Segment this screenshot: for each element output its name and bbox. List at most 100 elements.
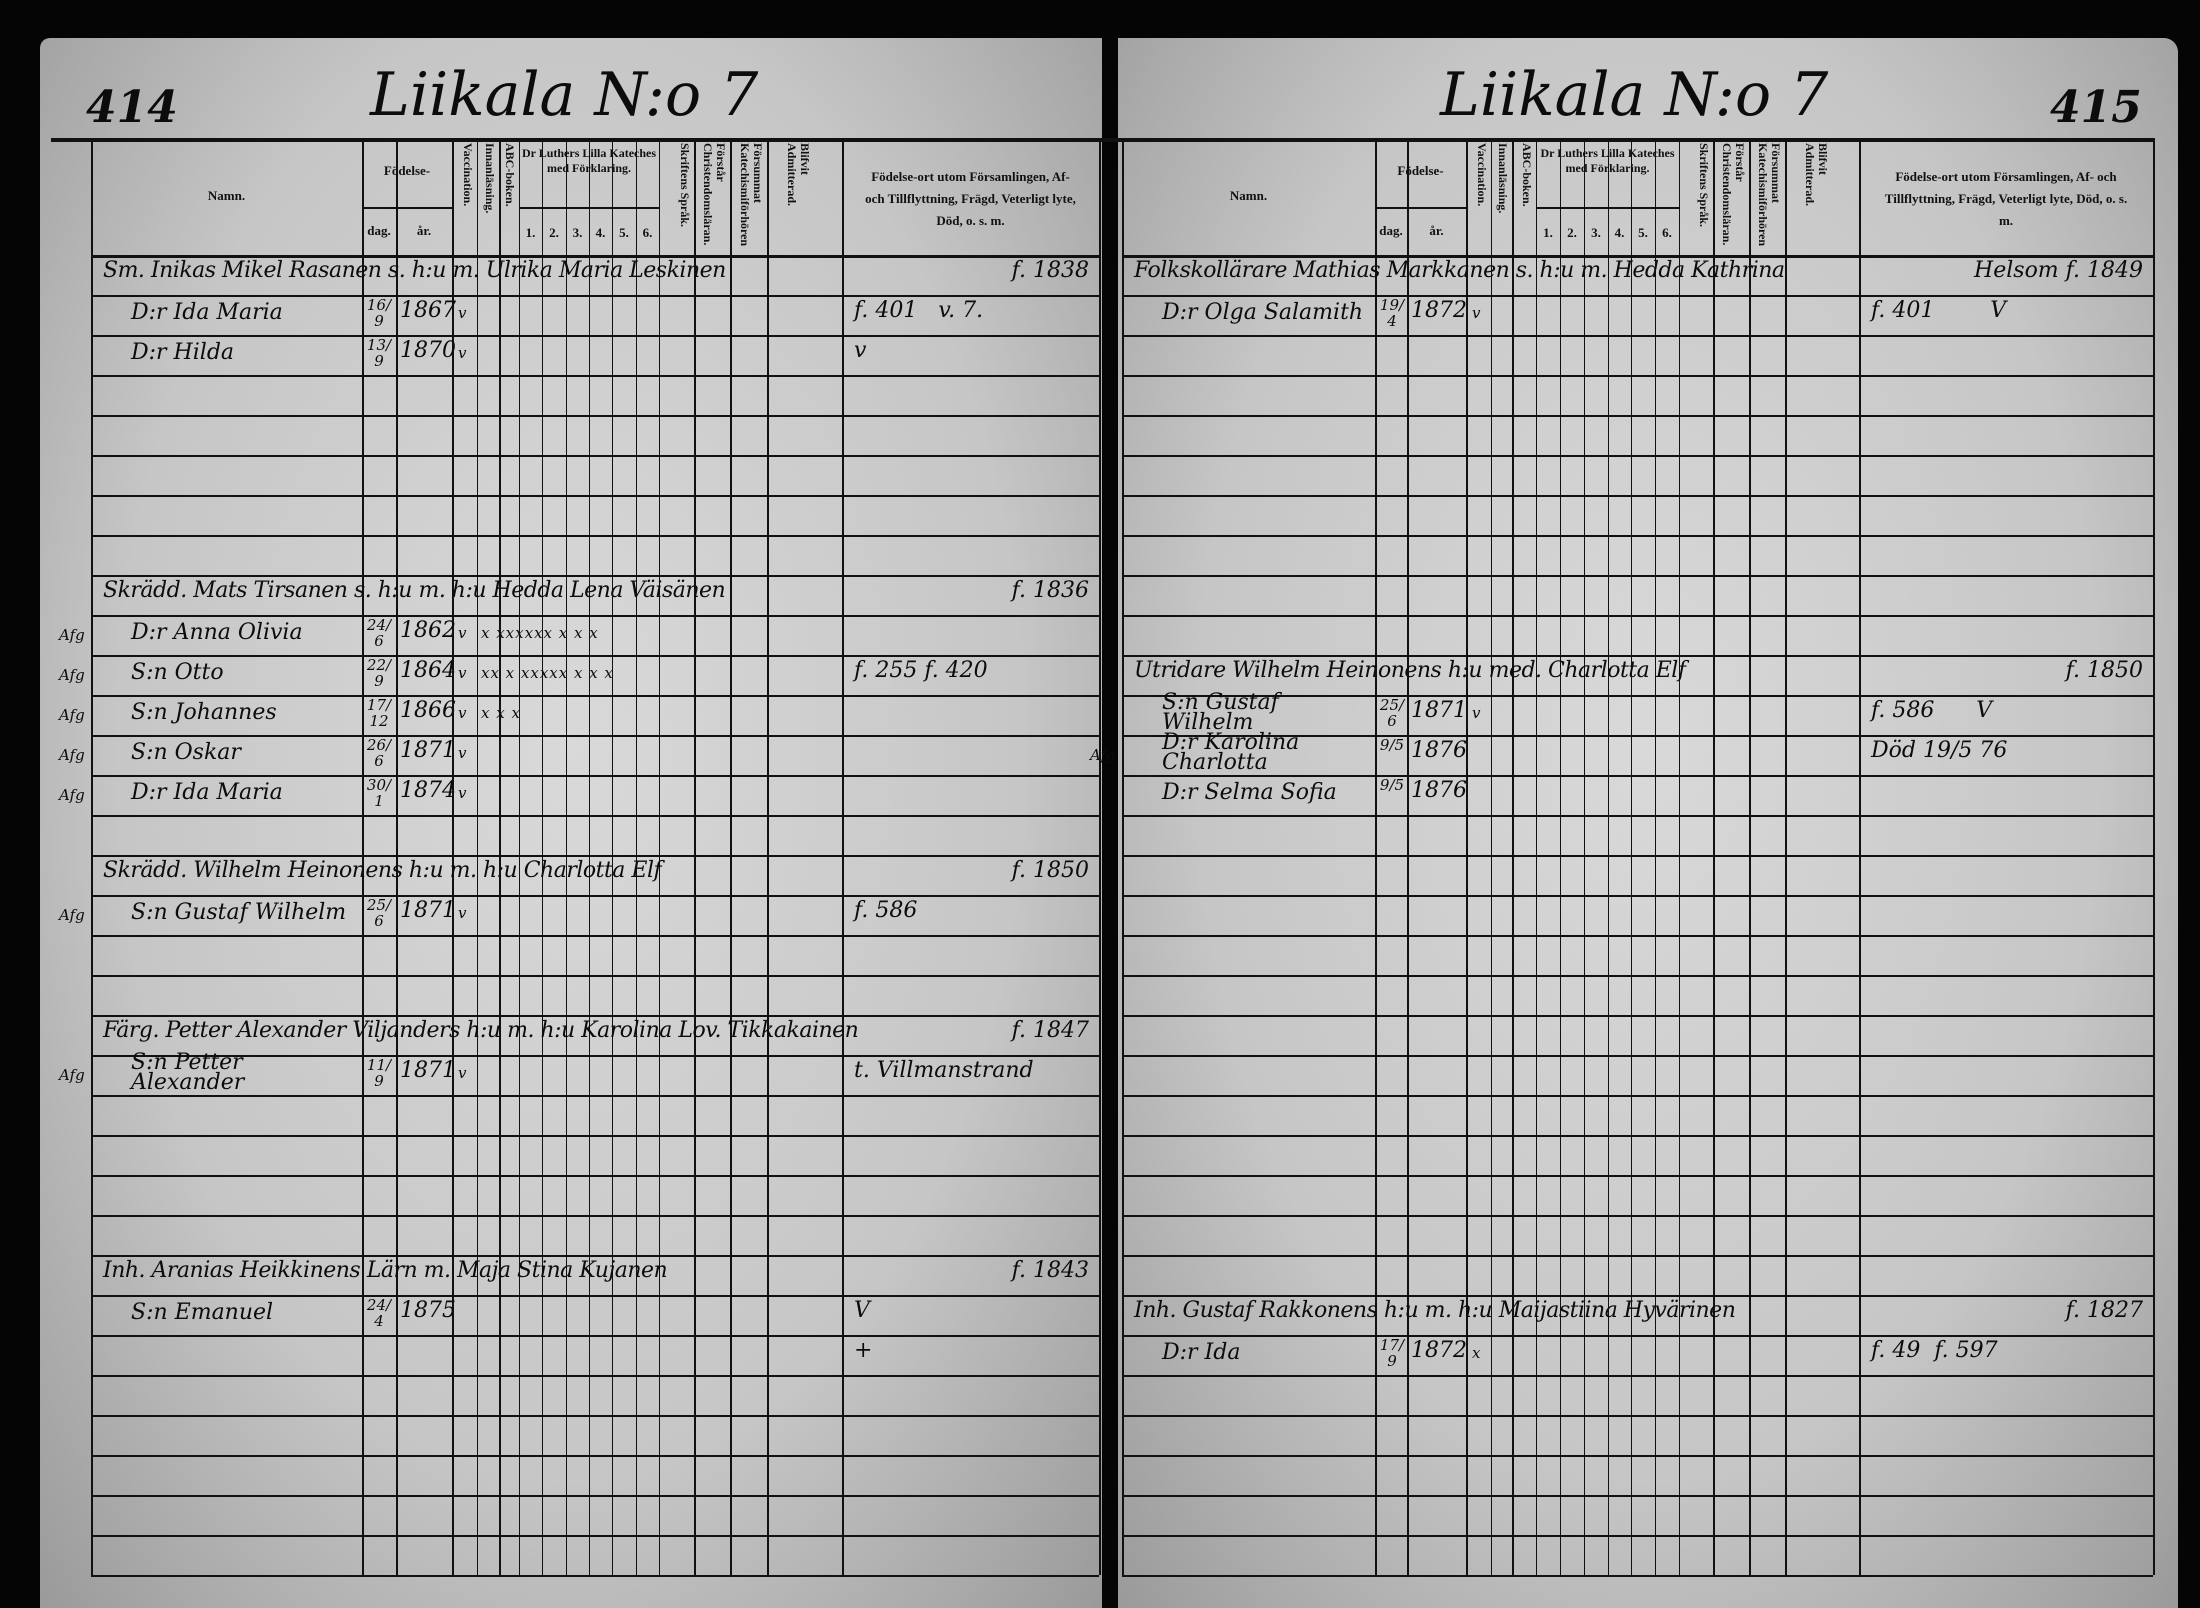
row-rule	[1122, 1375, 2153, 1377]
household-head-line: Sm. Inikas Mikel Rasanen s. h:u m. Ulrik…	[103, 258, 726, 283]
household-head-line: Utridare Wilhelm Heinonens h:u med. Char…	[1134, 658, 1686, 683]
remarks: V	[854, 1298, 870, 1323]
birth-day: 25/6	[366, 896, 392, 930]
birth-year: 1872	[1411, 298, 1467, 323]
birth-year: 1870	[400, 338, 456, 363]
vaccination-mark: v	[458, 664, 467, 682]
birth-year: 1866	[400, 698, 456, 723]
row-rule	[91, 935, 1099, 937]
row-rule	[1122, 855, 2153, 857]
row-rule	[1122, 615, 2153, 617]
row-rule	[91, 655, 1099, 657]
header-day: dag.	[1379, 223, 1403, 238]
page-border-right	[1099, 138, 1101, 1575]
vaccination-mark: v	[458, 784, 467, 802]
row-rule	[91, 1055, 1099, 1057]
row-rule	[1122, 735, 2153, 737]
household-head-line: Inh. Gustaf Rakkonens h:u m. h:u Maijast…	[1134, 1298, 1736, 1323]
row-rule	[91, 255, 1099, 258]
person-name: S:n Oskar	[131, 740, 241, 765]
header-catechism-part: 5.	[1638, 225, 1648, 240]
margin-note: Afg	[59, 746, 85, 764]
margin-note: Afg	[59, 786, 85, 804]
birth-year: 1871	[400, 898, 456, 923]
row-rule	[91, 1215, 1099, 1217]
row-rule	[91, 775, 1099, 777]
header-catechism-part: 4.	[595, 225, 606, 240]
row-rule	[1122, 1335, 2153, 1337]
header-remarks: Födelse-ort utom Församlingen, Af- och T…	[865, 169, 1076, 228]
header-vaccination: Vaccination.	[1475, 143, 1488, 207]
birth-year: 1862	[400, 618, 456, 643]
remarks: f. 49 f. 597	[1871, 1338, 1998, 1363]
birth-subrule	[362, 207, 452, 209]
birth-day: 17/12	[366, 696, 392, 730]
row-rule	[1122, 1215, 2153, 1217]
row-rule	[1122, 1455, 2153, 1457]
birth-year: 1875	[400, 1298, 456, 1323]
header-catechism-part: 2.	[1567, 225, 1577, 240]
vaccination-mark: v	[1472, 704, 1481, 722]
header-day: dag.	[367, 223, 391, 238]
vaccination-mark: v	[458, 744, 467, 762]
page-title: Liikala N:o 7	[1440, 60, 1829, 130]
header-year: år.	[1429, 223, 1444, 238]
row-rule	[91, 1535, 1099, 1537]
row-rule	[1122, 935, 2153, 937]
header-catechism: Dr Luthers Lilla Kateches med Förklaring…	[1540, 146, 1675, 175]
row-rule	[1122, 375, 2153, 377]
left-page	[40, 38, 1102, 1608]
remarks: t. Villmanstrand	[854, 1058, 1034, 1083]
page-title: Liikala N:o 7	[370, 60, 759, 130]
row-rule	[1122, 1135, 2153, 1137]
row-rule	[1122, 1415, 2153, 1417]
birth-day: 30/1	[366, 776, 392, 810]
remarks: Död 19/5 76	[1871, 738, 2008, 763]
person-name: D:r Olga Salamith	[1162, 300, 1364, 325]
header-catechism-part: 5.	[619, 225, 629, 240]
vaccination-mark: x	[1472, 1344, 1481, 1362]
vaccination-mark: v	[458, 1064, 467, 1082]
header-catechism-part: 6.	[642, 225, 653, 240]
remarks: f. 1836	[1011, 578, 1089, 603]
row-rule	[91, 1095, 1099, 1097]
row-rule	[91, 335, 1099, 337]
row-rule	[1122, 1055, 2153, 1057]
margin-note: Afg	[1090, 746, 1116, 764]
right-page	[1118, 38, 2178, 1608]
header-scripture: Skriftens Språk.	[678, 143, 691, 228]
person-name: D:r Ida Maria	[131, 780, 283, 805]
header-catechism: Dr Luthers Lilla Kateches med Förklaring…	[521, 146, 657, 175]
person-name: S:n Petter Alexander	[131, 1050, 245, 1095]
birth-subrule	[1375, 207, 1466, 209]
remarks: f. 1843	[1011, 1258, 1089, 1283]
person-name: S:n Emanuel	[131, 1300, 274, 1325]
birth-year: 1871	[1411, 698, 1467, 723]
header-catechism-part: 6.	[1662, 225, 1672, 240]
birth-day: 17/9	[1379, 1336, 1405, 1370]
remarks: f. 586	[854, 898, 918, 923]
row-rule	[1122, 775, 2153, 777]
row-rule	[1122, 1575, 2153, 1577]
header-scripture: Skriftens Språk.	[1697, 143, 1710, 228]
row-rule	[1122, 575, 2153, 577]
header-admitted: Blifvit Admitterad.	[1803, 143, 1830, 206]
page-number: 415	[2050, 82, 2142, 133]
row-rule	[1122, 975, 2153, 977]
header-understands: Förstår Christendomsläran.	[701, 143, 727, 246]
header-abc: ABC-boken.	[1520, 143, 1533, 207]
header-missed: Försummat Katechismiförhören	[1756, 143, 1782, 247]
header-catechism-part: 4.	[1614, 225, 1625, 240]
remarks: f. 1847	[1011, 1018, 1089, 1043]
row-rule	[91, 975, 1099, 977]
header-catechism-part: 3.	[1591, 225, 1601, 240]
row-rule	[91, 295, 1099, 297]
row-rule	[91, 455, 1099, 457]
catechism-marks: xx x xxxxx x x x	[481, 664, 614, 682]
row-rule	[91, 1335, 1099, 1337]
header-vaccination: Vaccination.	[461, 143, 474, 207]
row-rule	[91, 1375, 1099, 1377]
row-rule	[91, 1415, 1099, 1417]
household-head-line: Folkskollärare Mathias Markkanen s. h:u …	[1134, 258, 1785, 283]
row-rule	[91, 855, 1099, 857]
